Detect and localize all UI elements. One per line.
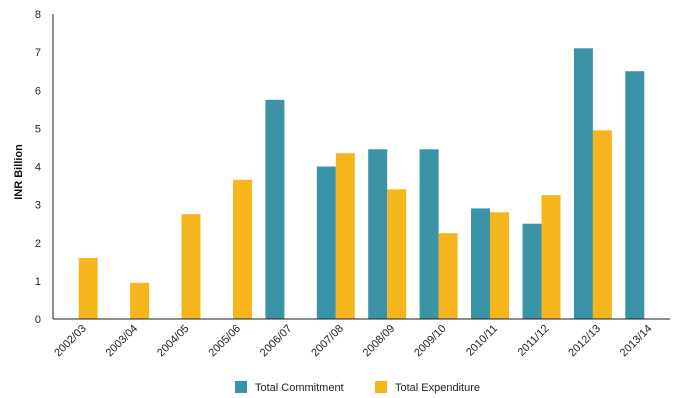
x-tick-label: 2013/14 <box>618 323 655 360</box>
x-tick-label: 2003/04 <box>104 323 141 360</box>
bar-commitment <box>316 166 336 319</box>
bar-expenditure <box>387 189 407 319</box>
y-tick-label: 5 <box>35 123 41 135</box>
x-tick-label: 2012/13 <box>566 323 603 360</box>
bar-commitment <box>368 149 388 319</box>
legend-label: Total Expenditure <box>395 382 480 394</box>
x-tick-label: 2007/08 <box>309 323 346 360</box>
y-tick-label: 4 <box>35 162 41 174</box>
x-tick-label: 2010/11 <box>464 323 500 359</box>
bar-expenditure <box>490 212 509 320</box>
bar-commitment <box>573 48 593 320</box>
x-tick-label: 2005/06 <box>207 323 244 360</box>
legend-swatch <box>235 381 247 393</box>
y-axis-ticks: 0 1 2 3 4 5 6 7 8 <box>35 9 41 326</box>
bar-expenditure <box>438 233 458 319</box>
bar-expenditure <box>592 130 612 319</box>
bar-commitment <box>471 208 490 319</box>
y-tick-label: 0 <box>35 314 41 326</box>
bar-expenditure <box>181 214 201 319</box>
x-tick-label: 2002/03 <box>52 323 89 360</box>
bar-commitment <box>419 149 439 319</box>
y-tick-label: 3 <box>35 200 41 212</box>
y-tick-label: 7 <box>35 47 41 59</box>
bar-expenditure <box>335 153 355 319</box>
x-tick-label: 2011/12 <box>516 323 552 359</box>
y-tick-label: 2 <box>35 238 41 250</box>
y-tick-label: 8 <box>35 9 41 21</box>
bar-commitment <box>522 223 542 319</box>
legend-swatch <box>375 381 387 393</box>
axes <box>52 14 670 320</box>
y-axis-title: INR Billion <box>13 144 25 200</box>
bar-expenditure <box>130 282 150 319</box>
bar-commitment <box>625 71 645 319</box>
bar-expenditure <box>233 179 252 319</box>
y-tick-label: 1 <box>35 276 41 288</box>
bars <box>78 48 645 320</box>
bar-expenditure <box>78 258 98 319</box>
legend: Total Commitment Total Expenditure <box>235 381 480 394</box>
x-tick-label: 2004/05 <box>155 323 192 360</box>
bar-commitment <box>265 99 285 319</box>
bar-expenditure <box>541 195 561 319</box>
legend-label: Total Commitment <box>255 382 344 394</box>
y-axis-title-group: INR Billion <box>13 144 25 200</box>
y-tick-label: 6 <box>35 85 41 97</box>
x-tick-label: 2006/07 <box>258 323 295 360</box>
x-axis-ticks: 2002/03 2003/04 2004/05 2005/06 2006/07 2007/… <box>52 323 654 360</box>
x-tick-label: 2009/10 <box>412 323 449 360</box>
x-tick-label: 2008/09 <box>361 323 398 360</box>
